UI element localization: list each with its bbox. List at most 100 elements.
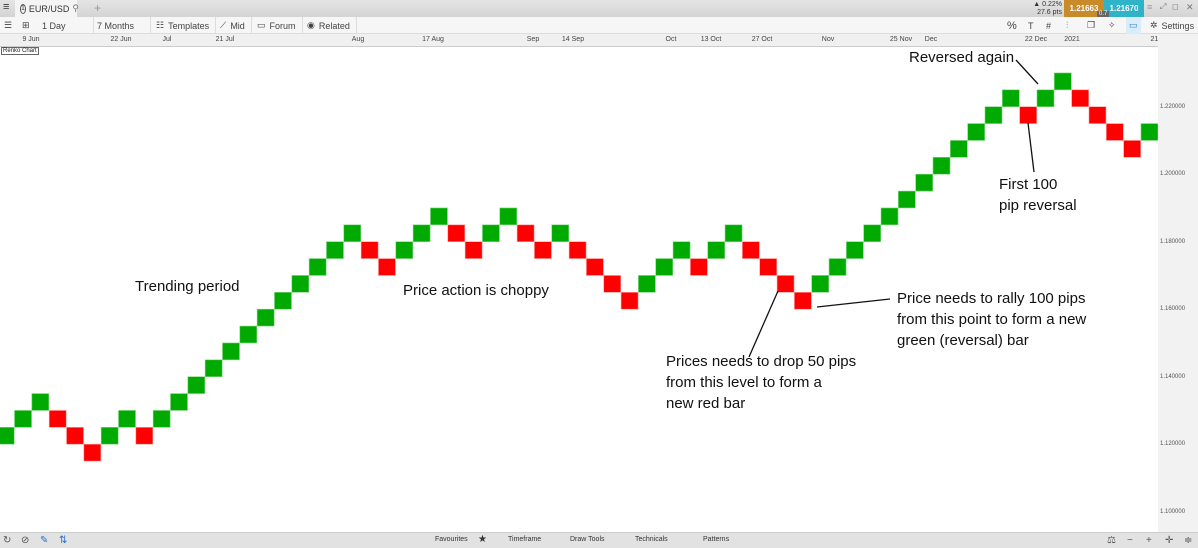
expand-icon[interactable]: ⤢ bbox=[1160, 2, 1167, 11]
up-brick bbox=[412, 224, 431, 242]
price-axis[interactable]: 1.220000 1.200000 1.180000 1.160000 1.140000… bbox=[1158, 34, 1198, 532]
annotation-first-reversal: First 100 pip reversal bbox=[999, 174, 1077, 216]
bottom-bar: ↻ ⊘ ✎ ⇅ Favourites ★ Timeframe Draw Tool… bbox=[0, 532, 1198, 548]
grid-icon[interactable]: # bbox=[1046, 20, 1052, 31]
list-icon[interactable]: ☰ bbox=[4, 20, 13, 30]
settings-button[interactable]: ✲ Settings bbox=[1150, 17, 1194, 34]
fit-icon[interactable]: ≑ bbox=[1184, 535, 1193, 546]
templates-label: Templates bbox=[168, 20, 210, 31]
close-icon[interactable]: ✕ bbox=[1186, 2, 1194, 12]
bid-price-button[interactable]: 1.21663 bbox=[1064, 0, 1104, 17]
down-brick bbox=[360, 241, 379, 259]
down-brick bbox=[378, 258, 396, 276]
draw-tools-tab[interactable]: Draw Tools bbox=[570, 536, 605, 543]
interval-value: 1 Day bbox=[42, 20, 66, 31]
related-button[interactable]: ◉ Related bbox=[307, 17, 357, 34]
renko-chart bbox=[0, 59, 1158, 462]
arrows-icon[interactable]: ⇅ bbox=[59, 535, 68, 546]
search-icon[interactable]: ⚲ bbox=[72, 3, 80, 13]
ask-price-button[interactable]: 1.21670 bbox=[1104, 0, 1144, 17]
annotation-line: green (reversal) bar bbox=[897, 332, 1029, 349]
up-brick bbox=[31, 393, 50, 411]
down-brick bbox=[759, 258, 778, 276]
annotation-line: new red bar bbox=[666, 395, 746, 412]
star-icon[interactable]: ★ bbox=[478, 534, 487, 545]
forum-label: Forum bbox=[269, 20, 296, 31]
percent-button[interactable]: % bbox=[1007, 19, 1017, 32]
up-brick bbox=[1036, 89, 1055, 108]
up-brick bbox=[326, 241, 344, 259]
annotation-pointer-line bbox=[1015, 59, 1039, 85]
zoom-out-icon[interactable]: − bbox=[1127, 535, 1133, 546]
range-select[interactable]: 7 Months bbox=[97, 17, 151, 34]
down-brick bbox=[1088, 106, 1107, 124]
down-brick bbox=[586, 258, 604, 276]
favourites-tab[interactable]: Favourites bbox=[435, 536, 468, 543]
crosshair-plus-icon[interactable]: ✛ bbox=[1165, 535, 1174, 546]
hamburger-icon[interactable]: ≡ bbox=[3, 1, 10, 13]
layout-icon[interactable]: ⊞ bbox=[22, 20, 30, 30]
windows-icon[interactable]: ❐ bbox=[1087, 20, 1096, 30]
up-brick bbox=[984, 106, 1003, 124]
down-brick bbox=[516, 224, 535, 242]
up-brick bbox=[291, 275, 310, 293]
x-tick-label: Nov bbox=[821, 36, 835, 43]
text-tool-icon[interactable]: T bbox=[1028, 20, 1034, 31]
range-value: 7 Months bbox=[97, 20, 135, 31]
up-brick bbox=[152, 410, 171, 428]
up-brick bbox=[898, 190, 916, 209]
annotation-line: from this point to form a new bbox=[897, 311, 1087, 328]
zoom-in-icon[interactable]: + bbox=[1146, 535, 1152, 546]
tab-bar: ≡ 1 EUR/USD ⚲ + ▲ 0.22% 27.6 pts 1.21663… bbox=[0, 0, 1198, 17]
x-tick-label: 9 Jun bbox=[22, 36, 40, 43]
forum-button[interactable]: ▭ Forum bbox=[257, 17, 303, 34]
down-brick bbox=[464, 241, 483, 259]
interval-select[interactable]: 1 Day bbox=[42, 17, 94, 34]
down-brick bbox=[48, 410, 67, 428]
technicals-tab[interactable]: Technicals bbox=[635, 536, 668, 543]
y-tick-label: 1.120000 bbox=[1160, 441, 1186, 448]
add-tab-button[interactable]: + bbox=[94, 1, 102, 15]
price-type-button[interactable]: ⟋ Mid bbox=[220, 17, 252, 34]
up-brick bbox=[204, 359, 223, 378]
up-brick bbox=[14, 410, 32, 428]
refresh-icon[interactable]: ↻ bbox=[3, 535, 12, 546]
down-brick bbox=[742, 241, 760, 259]
annotation-trending: Trending period bbox=[135, 278, 240, 295]
clear-icon[interactable]: ⊘ bbox=[21, 535, 30, 546]
templates-button[interactable]: ☷ Templates bbox=[156, 17, 217, 34]
timeframe-tab[interactable]: Timeframe bbox=[508, 536, 542, 543]
crosshair-icon[interactable]: ✧ bbox=[1108, 20, 1116, 30]
tag-icon[interactable]: ▭ bbox=[1126, 17, 1141, 34]
handle-icon[interactable]: ≡ bbox=[1147, 2, 1153, 12]
tab-symbol: EUR/USD bbox=[28, 3, 70, 14]
annotation-drop: Prices needs to drop 50 pips from this l… bbox=[666, 351, 856, 414]
up-brick bbox=[170, 393, 188, 411]
ask-price: 1.21670 bbox=[1109, 4, 1139, 13]
annotation-line: pip reversal bbox=[999, 197, 1077, 214]
restore-icon[interactable]: ◻ bbox=[1172, 2, 1179, 11]
patterns-tab[interactable]: Patterns bbox=[703, 536, 730, 543]
y-tick-label: 1.180000 bbox=[1160, 238, 1186, 245]
down-brick bbox=[620, 292, 639, 310]
tab-number: 1 bbox=[20, 3, 26, 14]
up-brick bbox=[1002, 89, 1020, 108]
tab-eurusd[interactable]: 1 EUR/USD ⚲ bbox=[15, 0, 80, 17]
spread-badge: 0.7 bbox=[1097, 11, 1110, 17]
x-tick-label: Oct bbox=[665, 36, 677, 43]
up-brick bbox=[118, 410, 136, 428]
x-tick-label: 27 Oct bbox=[751, 36, 773, 43]
up-brick bbox=[880, 207, 899, 226]
pencil-icon[interactable]: ✎ bbox=[40, 535, 49, 546]
annotation-line: from this level to form a bbox=[666, 374, 822, 391]
x-tick-label: 17 Aug bbox=[422, 36, 444, 43]
annotation-line: First 100 bbox=[999, 176, 1058, 193]
up-brick bbox=[950, 140, 968, 158]
scale-icon[interactable]: ⚖ bbox=[1107, 535, 1116, 546]
eye-icon: ◉ bbox=[307, 20, 315, 30]
down-brick bbox=[83, 443, 102, 462]
chart-type-icon[interactable]: ⫶ bbox=[1066, 20, 1069, 30]
x-tick-label: Aug bbox=[351, 36, 365, 43]
x-tick-label: 2021 bbox=[1064, 36, 1080, 43]
annotation-choppy: Price action is choppy bbox=[403, 282, 549, 299]
